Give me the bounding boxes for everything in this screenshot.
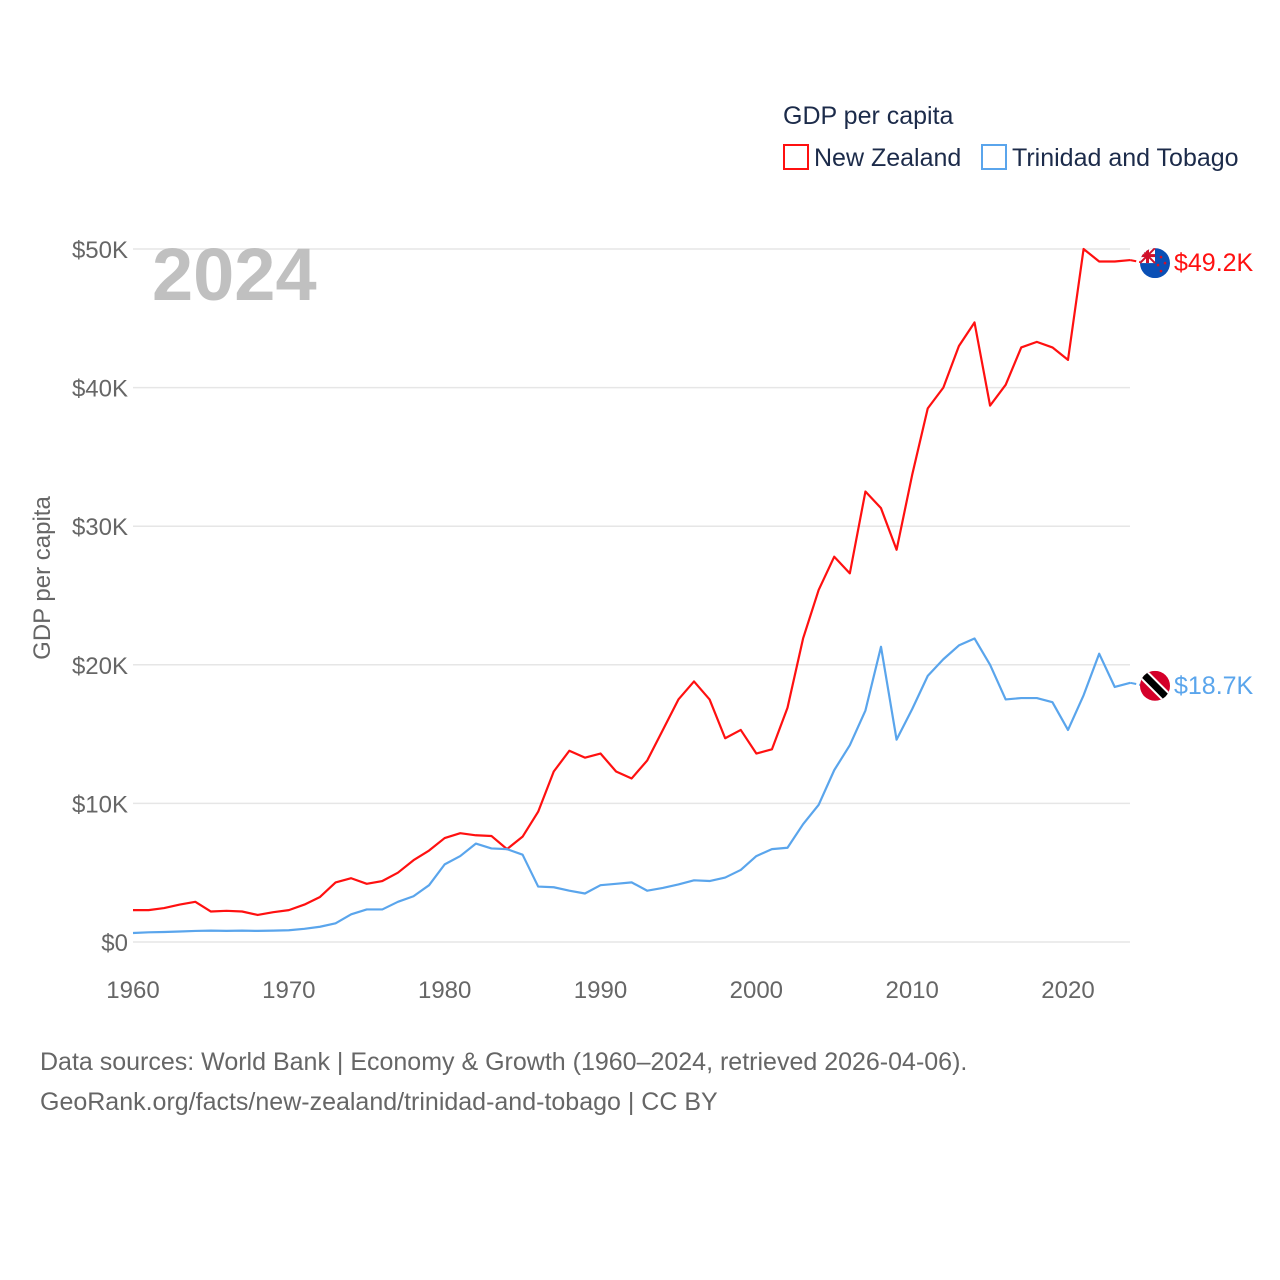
legend-label-trinidad-and-tobago[interactable]: Trinidad and Tobago xyxy=(1012,144,1239,172)
legend-label-new-zealand[interactable]: New Zealand xyxy=(814,144,961,172)
end-labels: $49.2K $18.7K xyxy=(1140,248,1254,701)
legend: GDP per capita New Zealand Trinidad and … xyxy=(783,102,1239,172)
x-tick-label: 1960 xyxy=(106,977,159,1004)
x-tick-label: 2000 xyxy=(730,977,783,1004)
source-note: Data sources: World Bank | Economy & Gro… xyxy=(40,1042,967,1122)
x-tick-label: 2020 xyxy=(1041,977,1094,1004)
legend-swatch-trinidad-and-tobago[interactable] xyxy=(981,144,1007,170)
y-axis: $0 $10K $20K $30K $40K $50K xyxy=(72,237,128,957)
y-tick-label: $40K xyxy=(72,376,128,403)
x-tick-label: 2010 xyxy=(885,977,938,1004)
gridlines xyxy=(133,248,1130,943)
y-tick-label: $10K xyxy=(72,791,128,818)
y-tick-label: $0 xyxy=(101,930,128,957)
source-line-2[interactable]: GeoRank.org/facts/new-zealand/trinidad-a… xyxy=(40,1088,718,1116)
series-line-trinidad-and-tobago[interactable] xyxy=(132,637,1131,935)
y-axis-label: GDP per capita xyxy=(29,496,56,660)
x-tick-label: 1990 xyxy=(574,977,627,1004)
x-tick-label: 1970 xyxy=(262,977,315,1004)
new-zealand-flag-icon xyxy=(1140,248,1170,279)
y-tick-label: $20K xyxy=(72,653,128,680)
legend-swatch-new-zealand[interactable] xyxy=(783,144,809,170)
source-line-1: Data sources: World Bank | Economy & Gro… xyxy=(40,1048,968,1076)
legend-title: GDP per capita xyxy=(783,102,954,130)
y-tick-label: $30K xyxy=(72,514,128,541)
end-label-trinidad-and-tobago: $18.7K xyxy=(1174,672,1254,700)
series-line-new-zealand[interactable] xyxy=(133,247,1131,917)
end-label-new-zealand: $49.2K xyxy=(1174,249,1254,277)
x-axis: 1960 1970 1980 1990 2000 2010 2020 xyxy=(106,977,1094,1004)
x-tick-label: 1980 xyxy=(418,977,471,1004)
series-lines xyxy=(132,247,1146,935)
y-tick-label: $50K xyxy=(72,237,128,264)
trinidad-and-tobago-flag-icon xyxy=(1140,670,1170,701)
year-label: 2024 xyxy=(152,233,317,316)
